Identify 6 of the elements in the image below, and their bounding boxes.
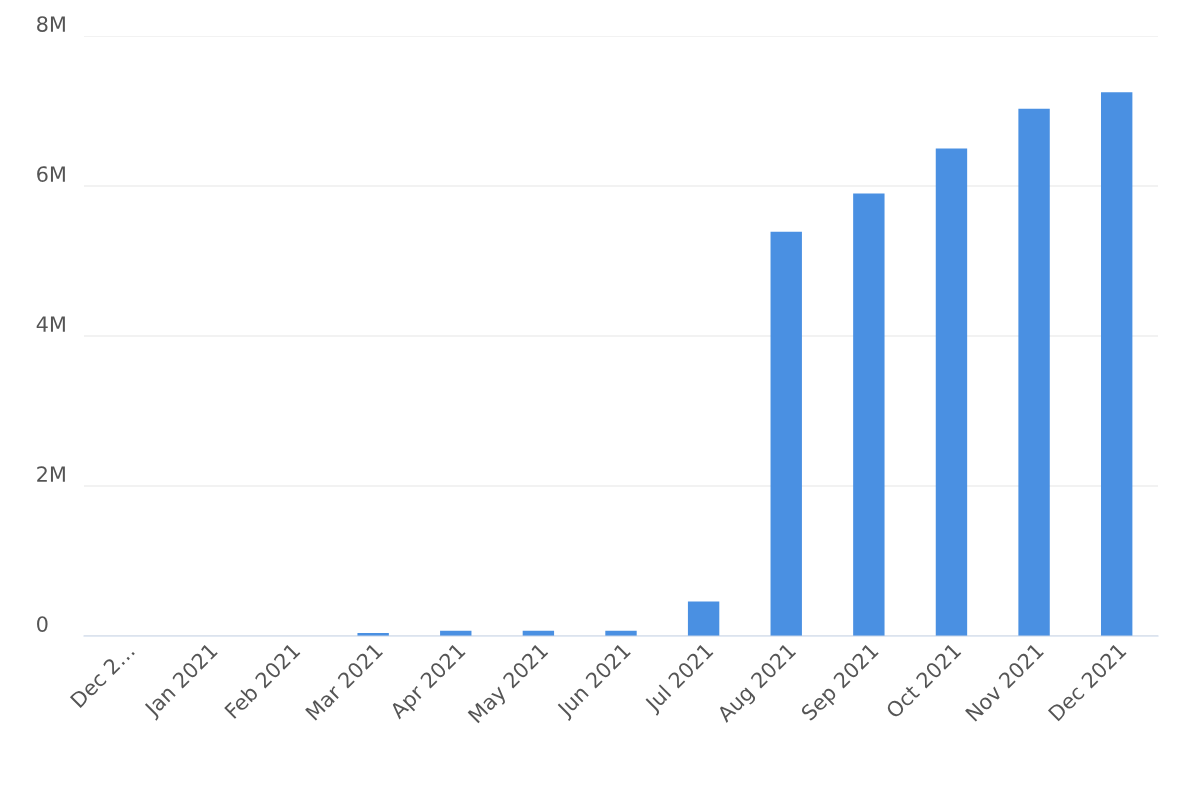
x-tick-label: Dec 2…: [69, 642, 136, 709]
y-tick-label: 6M: [37, 166, 65, 182]
y-tick-label: 0: [37, 616, 48, 632]
y-tick-label: 2M: [37, 466, 65, 482]
y-tick-label: 8M: [37, 16, 65, 32]
y-tick-label: 4M: [36, 316, 65, 332]
